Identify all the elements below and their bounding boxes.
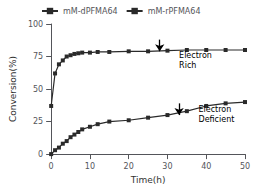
svg-text:Deficient: Deficient [198,115,234,124]
svg-text:20: 20 [124,162,134,171]
svg-text:25: 25 [33,117,43,126]
svg-text:50: 50 [240,162,250,171]
svg-text:Electron: Electron [179,51,212,60]
svg-text:mM-rPFMA64: mM-rPFMA64 [148,7,201,16]
svg-text:0: 0 [38,150,43,159]
svg-text:50: 50 [33,85,43,94]
svg-text:30: 30 [162,162,172,171]
svg-text:75: 75 [33,52,43,61]
svg-text:Electron: Electron [198,105,231,114]
svg-text:100: 100 [28,20,43,29]
svg-text:40: 40 [201,162,211,171]
svg-text:Conversion(%): Conversion(%) [8,56,18,122]
svg-text:Time(h): Time(h) [130,175,166,185]
svg-text:10: 10 [85,162,95,171]
svg-text:mM-dPFMA64: mM-dPFMA64 [63,7,118,16]
svg-text:0: 0 [49,162,54,171]
svg-text:Rich: Rich [179,61,196,70]
